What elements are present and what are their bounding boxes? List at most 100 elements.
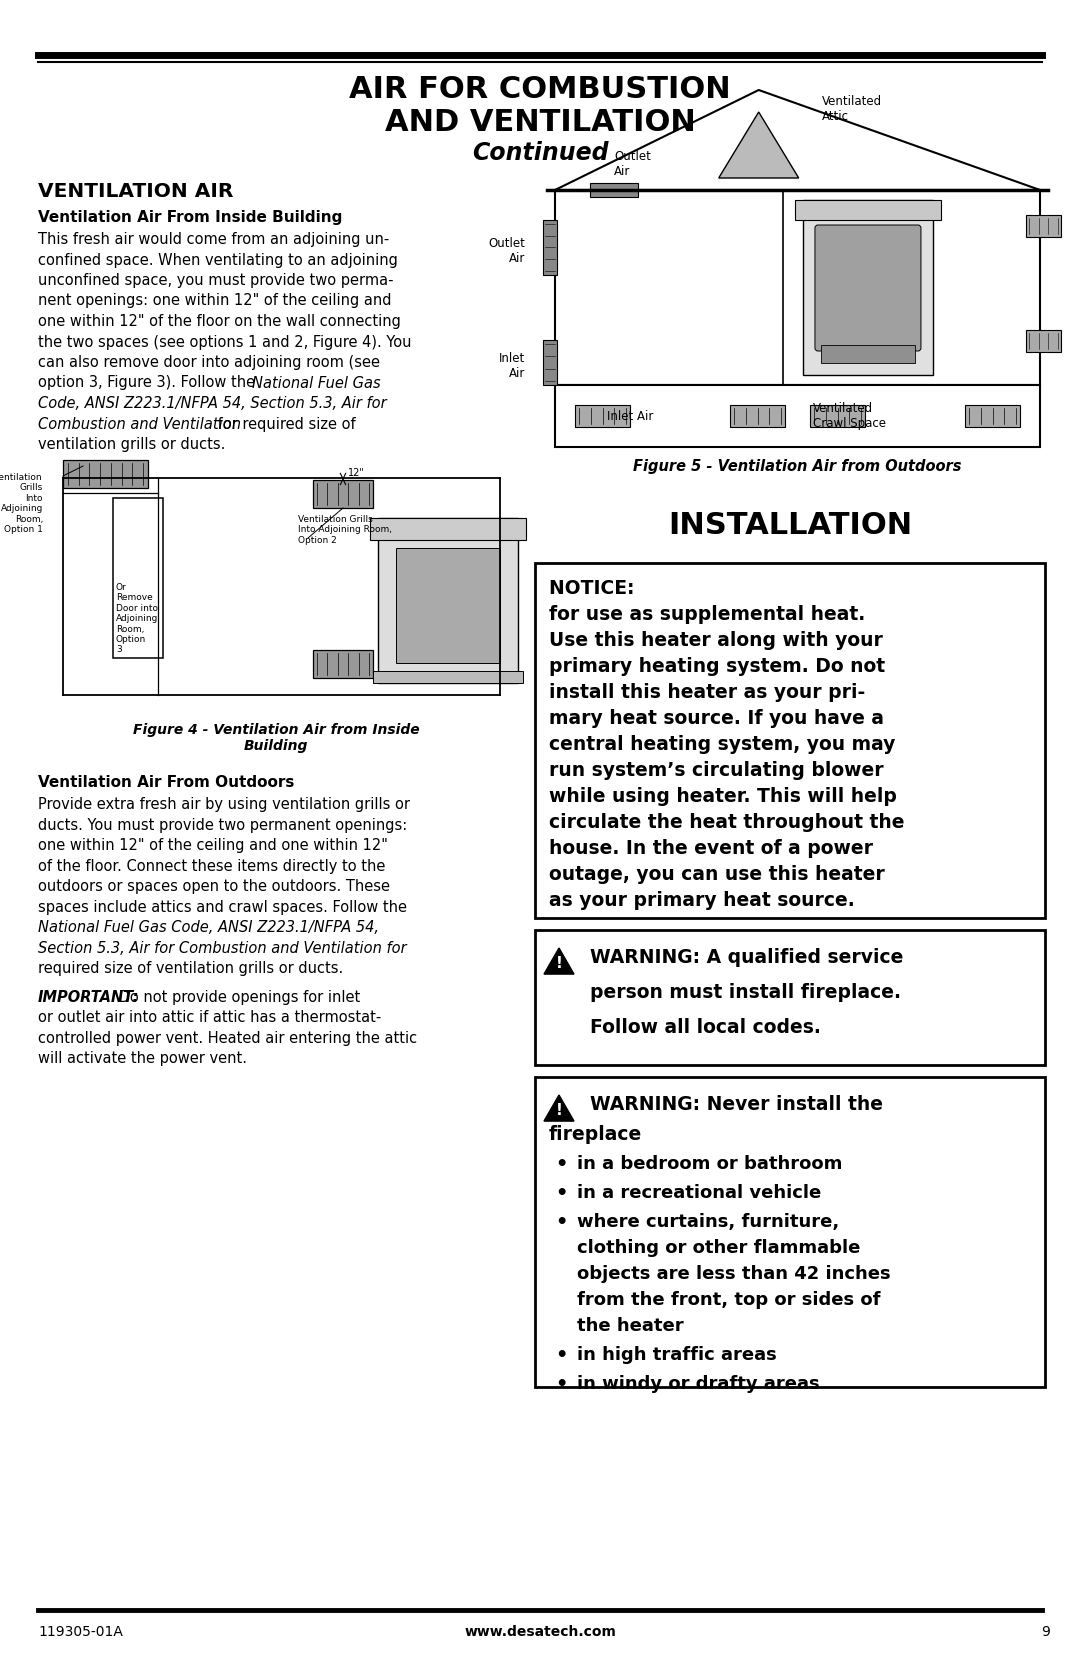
Text: primary heating system. Do not: primary heating system. Do not: [549, 658, 886, 676]
Text: of the floor. Connect these items directly to the: of the floor. Connect these items direct…: [38, 858, 386, 873]
Text: •: •: [555, 1155, 567, 1173]
Text: controlled power vent. Heated air entering the attic: controlled power vent. Heated air enteri…: [38, 1030, 417, 1045]
FancyBboxPatch shape: [821, 345, 915, 362]
FancyBboxPatch shape: [795, 200, 941, 220]
Text: in a bedroom or bathroom: in a bedroom or bathroom: [577, 1155, 842, 1173]
Text: for use as supplemental heat.: for use as supplemental heat.: [549, 604, 865, 624]
Text: clothing or other flammable: clothing or other flammable: [577, 1238, 861, 1257]
Text: Use this heater along with your: Use this heater along with your: [549, 631, 882, 649]
FancyBboxPatch shape: [535, 562, 1045, 918]
Text: WARNING: Never install the: WARNING: Never install the: [590, 1095, 883, 1113]
Text: 119305-01A: 119305-01A: [38, 1626, 123, 1639]
Text: confined space. When ventilating to an adjoining: confined space. When ventilating to an a…: [38, 252, 397, 267]
Text: circulate the heat throughout the: circulate the heat throughout the: [549, 813, 905, 833]
FancyBboxPatch shape: [378, 517, 518, 683]
FancyBboxPatch shape: [555, 386, 1040, 447]
Text: 9: 9: [1041, 1626, 1050, 1639]
Text: central heating system, you may: central heating system, you may: [549, 734, 895, 754]
FancyBboxPatch shape: [113, 497, 163, 658]
Text: or outlet air into attic if attic has a thermostat-: or outlet air into attic if attic has a …: [38, 1010, 381, 1025]
Text: !: !: [555, 955, 563, 970]
FancyBboxPatch shape: [730, 406, 785, 427]
Text: objects are less than 42 inches: objects are less than 42 inches: [577, 1265, 891, 1283]
Text: while using heater. This will help: while using heater. This will help: [549, 788, 896, 806]
FancyBboxPatch shape: [313, 649, 373, 678]
Text: Follow all local codes.: Follow all local codes.: [590, 1018, 821, 1036]
Text: 12": 12": [348, 467, 365, 477]
Text: will activate the power vent.: will activate the power vent.: [38, 1051, 247, 1066]
Text: house. In the event of a power: house. In the event of a power: [549, 840, 873, 858]
Polygon shape: [544, 948, 573, 975]
FancyBboxPatch shape: [543, 340, 557, 386]
Text: Do not provide openings for inlet: Do not provide openings for inlet: [114, 990, 361, 1005]
Text: unconfined space, you must provide two perma-: unconfined space, you must provide two p…: [38, 274, 393, 289]
FancyBboxPatch shape: [396, 547, 500, 663]
Text: one within 12" of the floor on the wall connecting: one within 12" of the floor on the wall …: [38, 314, 401, 329]
FancyBboxPatch shape: [810, 406, 865, 427]
FancyBboxPatch shape: [575, 406, 630, 427]
Text: ducts. You must provide two permanent openings:: ducts. You must provide two permanent op…: [38, 818, 407, 833]
Text: Continued: Continued: [472, 140, 608, 165]
Text: one within 12" of the ceiling and one within 12": one within 12" of the ceiling and one wi…: [38, 838, 388, 853]
FancyBboxPatch shape: [590, 184, 638, 197]
Text: AIR FOR COMBUSTION: AIR FOR COMBUSTION: [349, 75, 731, 103]
Text: National Fuel Gas: National Fuel Gas: [252, 376, 380, 391]
Text: Combustion and Ventilation: Combustion and Ventilation: [38, 417, 241, 432]
Text: Ventilation Air From Inside Building: Ventilation Air From Inside Building: [38, 210, 342, 225]
Text: Inlet Air: Inlet Air: [607, 409, 653, 422]
Text: required size of ventilation grills or ducts.: required size of ventilation grills or d…: [38, 961, 343, 976]
Text: VENTILATION AIR: VENTILATION AIR: [38, 182, 233, 200]
Text: Inlet
Air: Inlet Air: [499, 352, 525, 381]
Text: run system’s circulating blower: run system’s circulating blower: [549, 761, 883, 779]
Text: Ventilation
Grills
Into
Adjoining
Room,
Option 1: Ventilation Grills Into Adjoining Room, …: [0, 472, 43, 534]
Text: person must install fireplace.: person must install fireplace.: [590, 983, 901, 1001]
Text: Outlet
Air: Outlet Air: [615, 150, 651, 179]
Text: spaces include attics and crawl spaces. Follow the: spaces include attics and crawl spaces. …: [38, 900, 407, 915]
Text: This fresh air would come from an adjoining un-: This fresh air would come from an adjoin…: [38, 232, 389, 247]
Text: as your primary heat source.: as your primary heat source.: [549, 891, 854, 910]
Text: from the front, top or sides of: from the front, top or sides of: [577, 1292, 880, 1308]
Polygon shape: [555, 90, 1040, 190]
Text: Ventilated
Crawl Space: Ventilated Crawl Space: [813, 402, 886, 431]
Text: •: •: [555, 1375, 567, 1394]
Text: where curtains, furniture,: where curtains, furniture,: [577, 1213, 839, 1232]
Polygon shape: [718, 112, 799, 179]
Text: outage, you can use this heater: outage, you can use this heater: [549, 865, 885, 885]
Text: WARNING: A qualified service: WARNING: A qualified service: [590, 948, 903, 966]
Polygon shape: [544, 1095, 573, 1122]
FancyBboxPatch shape: [313, 481, 373, 507]
Text: in a recreational vehicle: in a recreational vehicle: [577, 1183, 821, 1202]
Text: install this heater as your pri-: install this heater as your pri-: [549, 683, 865, 703]
FancyBboxPatch shape: [370, 517, 526, 541]
Text: National Fuel Gas Code, ANSI Z223.1/NFPA 54,: National Fuel Gas Code, ANSI Z223.1/NFPA…: [38, 920, 379, 935]
Text: Section 5.3, Air for Combustion and Ventilation for: Section 5.3, Air for Combustion and Vent…: [38, 941, 407, 955]
Text: mary heat source. If you have a: mary heat source. If you have a: [549, 709, 885, 728]
FancyBboxPatch shape: [535, 930, 1045, 1065]
Text: •: •: [555, 1213, 567, 1232]
Text: nent openings: one within 12" of the ceiling and: nent openings: one within 12" of the cei…: [38, 294, 391, 309]
FancyBboxPatch shape: [802, 200, 933, 376]
Text: •: •: [555, 1345, 567, 1365]
FancyBboxPatch shape: [815, 225, 921, 350]
Text: www.desatech.com: www.desatech.com: [464, 1626, 616, 1639]
FancyBboxPatch shape: [1026, 215, 1061, 237]
Text: outdoors or spaces open to the outdoors. These: outdoors or spaces open to the outdoors.…: [38, 880, 390, 895]
Text: Ventilated
Attic: Ventilated Attic: [822, 95, 882, 124]
Text: in windy or drafty areas: in windy or drafty areas: [577, 1375, 820, 1394]
Text: Figure 4 - Ventilation Air from Inside
Building: Figure 4 - Ventilation Air from Inside B…: [133, 723, 419, 753]
FancyBboxPatch shape: [373, 671, 523, 683]
Text: Figure 5 - Ventilation Air from Outdoors: Figure 5 - Ventilation Air from Outdoors: [633, 459, 961, 474]
Text: the heater: the heater: [577, 1317, 684, 1335]
Text: Code, ANSI Z223.1/NFPA 54, Section 5.3, Air for: Code, ANSI Z223.1/NFPA 54, Section 5.3, …: [38, 396, 387, 411]
FancyBboxPatch shape: [535, 1077, 1045, 1387]
Text: ventilation grills or ducts.: ventilation grills or ducts.: [38, 437, 226, 452]
Text: Ventilation Grills
Into Adjoining Room,
Option 2: Ventilation Grills Into Adjoining Room, …: [298, 516, 392, 544]
Text: option 3, Figure 3). Follow the: option 3, Figure 3). Follow the: [38, 376, 260, 391]
FancyBboxPatch shape: [63, 461, 148, 487]
Text: can also remove door into adjoining room (see: can also remove door into adjoining room…: [38, 355, 380, 371]
Text: Provide extra fresh air by using ventilation grills or: Provide extra fresh air by using ventila…: [38, 798, 410, 813]
Text: INSTALLATION: INSTALLATION: [667, 511, 913, 541]
Text: !: !: [555, 1103, 563, 1118]
Text: in high traffic areas: in high traffic areas: [577, 1345, 777, 1364]
Text: fireplace: fireplace: [549, 1125, 643, 1143]
